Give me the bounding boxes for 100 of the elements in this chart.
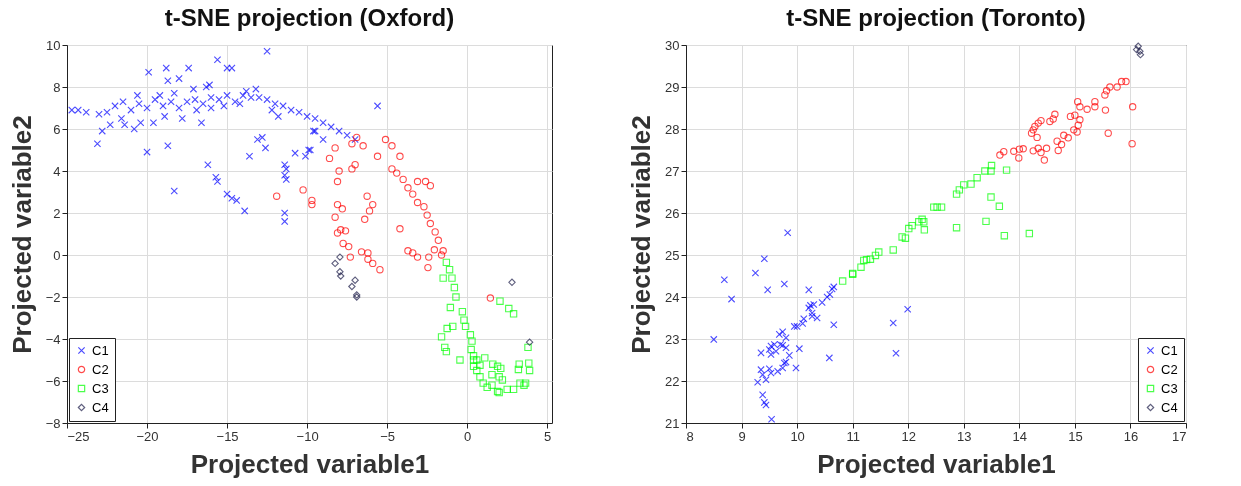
point <box>469 352 478 360</box>
point <box>1015 154 1023 162</box>
point <box>1010 147 1018 155</box>
x-tick-label: 12 <box>901 428 916 444</box>
point <box>458 307 467 316</box>
point <box>495 373 503 381</box>
point <box>449 322 457 331</box>
point <box>466 331 475 339</box>
point <box>889 246 897 254</box>
point <box>1027 129 1036 137</box>
point <box>1128 103 1137 111</box>
point <box>987 161 996 170</box>
point <box>479 379 487 387</box>
point <box>1046 117 1054 126</box>
point <box>388 165 396 173</box>
point <box>426 181 435 190</box>
point <box>498 376 507 384</box>
point <box>469 356 478 364</box>
point <box>420 202 428 211</box>
point <box>857 263 865 271</box>
y-tick-label: 8 <box>53 79 61 95</box>
point <box>871 251 880 260</box>
point <box>973 174 981 182</box>
point <box>933 203 941 211</box>
point <box>710 335 718 344</box>
y-tick-label: 22 <box>665 373 680 389</box>
x-axis-title: Projected variable1 <box>817 448 1056 479</box>
point <box>767 350 775 359</box>
x-tick-label: −10 <box>296 428 319 444</box>
point <box>448 274 456 282</box>
point <box>1076 103 1084 111</box>
point <box>955 186 964 194</box>
point <box>920 226 929 234</box>
point <box>425 253 433 261</box>
point <box>1033 133 1041 142</box>
y-tick-label: 26 <box>665 205 680 221</box>
point <box>357 248 366 256</box>
point <box>404 184 412 192</box>
point <box>753 378 762 386</box>
point <box>1015 145 1024 153</box>
point <box>437 333 446 341</box>
point <box>338 205 347 213</box>
point <box>376 265 384 274</box>
point <box>476 373 484 381</box>
point <box>361 215 369 224</box>
point <box>469 362 478 371</box>
point <box>424 263 432 272</box>
point <box>409 190 417 198</box>
point <box>952 223 961 232</box>
point <box>1019 145 1027 153</box>
x-tick-label: 17 <box>1172 428 1187 444</box>
point <box>996 151 1004 159</box>
point <box>488 370 496 379</box>
point <box>331 259 339 268</box>
point <box>866 255 875 263</box>
point <box>1054 146 1062 155</box>
point <box>336 268 344 276</box>
point <box>1060 131 1068 140</box>
point <box>1091 103 1099 111</box>
legend-label: C4 <box>92 399 109 415</box>
point <box>369 259 377 268</box>
point <box>905 224 913 233</box>
y-tick-label: −4 <box>45 331 61 347</box>
point <box>782 344 790 352</box>
point <box>1122 77 1130 86</box>
point <box>1029 147 1037 155</box>
point <box>409 249 417 257</box>
legend-label: C1 <box>1161 342 1178 358</box>
y-tick-label: 28 <box>665 121 680 137</box>
point <box>460 316 468 324</box>
point <box>1076 116 1084 124</box>
point <box>1106 83 1114 91</box>
point <box>442 258 451 267</box>
point <box>423 211 431 219</box>
point <box>1034 144 1042 153</box>
point <box>341 227 350 235</box>
point <box>446 303 455 312</box>
point <box>987 167 995 175</box>
point <box>1042 144 1051 153</box>
x-tick-label: 5 <box>544 428 552 444</box>
point <box>795 344 804 353</box>
point <box>1000 147 1008 156</box>
point <box>1113 83 1121 91</box>
point <box>1101 106 1110 114</box>
point <box>763 286 772 294</box>
point <box>345 242 353 251</box>
point <box>875 248 883 256</box>
point <box>838 277 847 285</box>
point <box>727 295 736 303</box>
point <box>1034 119 1042 127</box>
point <box>443 324 451 333</box>
point <box>805 286 813 294</box>
point <box>1083 105 1091 113</box>
legend-label: C4 <box>1161 399 1178 415</box>
point <box>1064 134 1072 142</box>
point <box>915 218 923 226</box>
y-tick-label: −2 <box>45 289 61 305</box>
x-tick-label: −5 <box>380 428 396 444</box>
point <box>892 349 900 357</box>
point <box>365 207 374 215</box>
